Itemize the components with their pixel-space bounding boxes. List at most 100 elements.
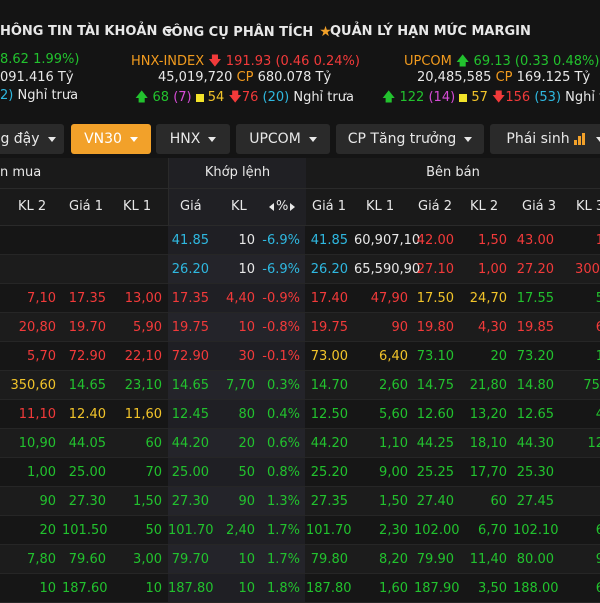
table-cell: 187.90 <box>414 574 460 603</box>
table-cell: 65,590,90 <box>354 255 420 284</box>
tab-label: CP Tăng trưởng <box>347 131 457 147</box>
table-cell: 10 <box>215 545 261 574</box>
table-cell: 26.20 <box>168 255 215 284</box>
table-cell <box>0 226 62 255</box>
col-gia1[interactable]: Giá 1 <box>69 199 104 214</box>
table-cell: 0.8% <box>261 458 306 487</box>
match-column-band <box>168 255 305 284</box>
table-cell: 10 <box>215 255 261 284</box>
group-buy-label: n mua <box>0 165 42 180</box>
upcom-up-count: 122 <box>399 90 425 105</box>
tab-watchlist[interactable]: g đậy <box>0 124 64 154</box>
table-cell: 11,60 <box>112 400 168 429</box>
arrow-left-icon <box>269 202 274 211</box>
menu-account-label: HÔNG TIN TÀI KHOẢN <box>0 24 158 39</box>
col-sell-gia2[interactable]: Giá 2 <box>418 199 453 214</box>
table-cell: 1,00 <box>0 458 62 487</box>
table-cell: 6 <box>560 516 600 545</box>
square-icon <box>459 93 468 102</box>
table-cell: 80 <box>215 400 261 429</box>
col-kl1[interactable]: KL 1 <box>123 199 152 214</box>
col-sell-kl1[interactable]: KL 1 <box>366 199 395 214</box>
col-kl2[interactable]: KL 2 <box>18 199 47 214</box>
arrow-up-icon: 🡅 <box>382 90 396 105</box>
table-cell: 25.20 <box>306 458 354 487</box>
table-cell: 101.50 <box>62 516 112 545</box>
table-cell: 4,30 <box>460 313 513 342</box>
match-column-band <box>168 371 305 400</box>
hnx-volume-line: 45,019,720 CP 680.078 Tỷ <box>158 70 331 85</box>
table-cell: 27.10 <box>414 255 460 284</box>
match-column-band <box>168 400 305 429</box>
chevron-down-icon <box>595 136 600 142</box>
table-cell: 350,60 <box>0 371 62 400</box>
hnx-index-change: (0.46 0.24%) <box>275 54 360 69</box>
table-cell: 19.80 <box>414 313 460 342</box>
col-sell-gia3[interactable]: Giá 3 <box>522 199 557 214</box>
table-cell <box>62 255 112 284</box>
table-cell: 72.90 <box>168 342 215 371</box>
menu-account-info[interactable]: HÔNG TIN TÀI KHOẢN <box>0 24 174 39</box>
hnx-up-count: 68 <box>152 90 170 105</box>
table-cell: 19.70 <box>62 313 112 342</box>
table-cell: 20 <box>215 429 261 458</box>
table-cell: 20 <box>460 342 513 371</box>
tab-hnx[interactable]: HNX <box>156 124 230 154</box>
table-cell: 12.50 <box>306 400 354 429</box>
table-cell: 14.75 <box>414 371 460 400</box>
table-cell: 17.40 <box>306 284 354 313</box>
tab-upcom[interactable]: UPCOM <box>236 124 330 154</box>
table-cell: 79.80 <box>306 545 354 574</box>
col-sell-gia1[interactable]: Giá 1 <box>312 199 347 214</box>
table-cell: 44.25 <box>414 429 460 458</box>
table-cell: -6.9% <box>261 226 306 255</box>
table-cell: 4,40 <box>215 284 261 313</box>
match-column-band <box>168 429 305 458</box>
table-cell: 41.85 <box>306 226 354 255</box>
menu-analysis-tools[interactable]: CÔNG CỤ PHÂN TÍCH ★ <box>162 24 332 40</box>
upcom-index-line[interactable]: UPCOM 🡅 69.13 (0.33 0.48%) <box>404 52 599 74</box>
table-cell: 6 <box>560 574 600 603</box>
tab-label: UPCOM <box>249 131 301 147</box>
upcom-volume-line: 20,485,585 CP 169.125 Tỷ <box>417 70 590 85</box>
table-cell: 79.90 <box>414 545 460 574</box>
table-cell: 10 <box>112 574 168 603</box>
table-cell: 44.20 <box>168 429 215 458</box>
table-cell: 79.60 <box>62 545 112 574</box>
table-cell: 1,50 <box>460 226 513 255</box>
table-cell: 7,70 <box>215 371 261 400</box>
table-cell: 12.40 <box>62 400 112 429</box>
table-cell: 5,90 <box>112 313 168 342</box>
top-menu-bar: HÔNG TIN TÀI KHOẢN CÔNG CỤ PHÂN TÍCH ★ QU… <box>0 0 600 45</box>
hnx-index-line[interactable]: HNX-INDEX 🡇 191.93 (0.46 0.24%) <box>131 52 360 74</box>
col-match-percent[interactable]: % <box>267 189 297 225</box>
table-cell: 188.00 <box>513 574 560 603</box>
table-cell: 14.70 <box>306 371 354 400</box>
arrow-right-icon <box>290 202 296 211</box>
hnx-floor-count: (20) <box>262 90 290 105</box>
tab-vn30[interactable]: VN30 <box>71 124 151 154</box>
vnindex-floor-count: 2) <box>0 88 14 103</box>
col-sell-kl2[interactable]: KL 2 <box>470 199 499 214</box>
upcom-index-change: (0.33 0.48%) <box>514 54 600 69</box>
group-match: Khớp lệnh <box>168 158 307 189</box>
table-cell: 44.05 <box>62 429 112 458</box>
table-cell <box>62 226 112 255</box>
table-cell: 24,70 <box>460 284 513 313</box>
tab-derivatives[interactable]: Phái sinh <box>490 124 600 154</box>
table-cell: 11,40 <box>460 545 513 574</box>
table-cell: 1.7% <box>261 545 306 574</box>
table-cell <box>112 255 168 284</box>
col-match-price[interactable]: Giá <box>180 199 202 214</box>
col-sell-kl3[interactable]: KL 3 <box>576 199 600 214</box>
hnx-breadth: 🡅 68 (7) 54 🡇76 (20) Nghỉ trưa <box>135 88 354 110</box>
table-cell: 102.00 <box>414 516 460 545</box>
col-match-volume[interactable]: KL <box>231 199 247 214</box>
tab-growth-stocks[interactable]: CP Tăng trưởng <box>336 124 484 154</box>
tab-label: Phái sinh <box>506 131 570 147</box>
table-cell: 72.90 <box>62 342 112 371</box>
table-cell: 187.80 <box>168 574 215 603</box>
table-cell: -0.9% <box>261 284 306 313</box>
menu-margin-limit[interactable]: QUẢN LÝ HẠN MỨC MARGIN <box>330 24 531 39</box>
chevron-down-icon <box>47 136 56 142</box>
